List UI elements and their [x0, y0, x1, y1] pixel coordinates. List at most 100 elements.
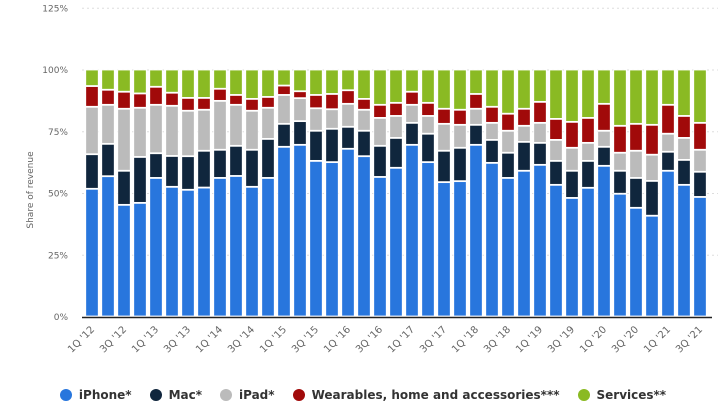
bar-segment-wearables[interactable]: [693, 122, 707, 150]
legend-item[interactable]: iPhone*: [59, 388, 132, 402]
bar-segment-services[interactable]: [357, 69, 371, 99]
bar-segment-services[interactable]: [213, 69, 227, 89]
bar-segment-iphone[interactable]: [693, 197, 707, 317]
bar-segment-services[interactable]: [149, 69, 163, 87]
bar-segment-services[interactable]: [261, 69, 275, 97]
bar-segment-services[interactable]: [549, 69, 563, 119]
bar-segment-ipad[interactable]: [213, 100, 227, 150]
bar-segment-services[interactable]: [101, 69, 115, 90]
bar-segment-services[interactable]: [629, 69, 643, 124]
bar-segment-mac[interactable]: [533, 142, 547, 165]
bar-segment-wearables[interactable]: [261, 97, 275, 108]
bar-segment-iphone[interactable]: [101, 176, 115, 317]
bar-segment-services[interactable]: [533, 69, 547, 102]
bar-segment-iphone[interactable]: [597, 165, 611, 317]
bar-segment-wearables[interactable]: [613, 125, 627, 153]
bar-segment-wearables[interactable]: [357, 98, 371, 110]
bar-segment-ipad[interactable]: [229, 104, 243, 146]
bar-segment-iphone[interactable]: [453, 181, 467, 317]
bar-segment-mac[interactable]: [85, 154, 99, 189]
bar-segment-mac[interactable]: [613, 170, 627, 194]
bar-segment-mac[interactable]: [261, 139, 275, 178]
bar-segment-mac[interactable]: [469, 124, 483, 145]
bar-segment-iphone[interactable]: [437, 182, 451, 317]
bar-segment-ipad[interactable]: [469, 108, 483, 125]
bar-segment-iphone[interactable]: [261, 178, 275, 317]
bar-segment-services[interactable]: [437, 69, 451, 109]
bar-segment-services[interactable]: [117, 69, 131, 92]
bar-segment-wearables[interactable]: [133, 93, 147, 108]
bar-segment-wearables[interactable]: [277, 85, 291, 95]
legend-item[interactable]: Services**: [577, 388, 666, 402]
bar-segment-ipad[interactable]: [485, 122, 499, 140]
bar-segment-ipad[interactable]: [373, 118, 387, 146]
bar-segment-wearables[interactable]: [565, 121, 579, 148]
bar-segment-ipad[interactable]: [421, 116, 435, 134]
bar-segment-iphone[interactable]: [293, 144, 307, 317]
bar-segment-wearables[interactable]: [181, 98, 195, 111]
bar-segment-ipad[interactable]: [309, 108, 323, 131]
bar-segment-services[interactable]: [453, 69, 467, 110]
bar-segment-ipad[interactable]: [325, 109, 339, 129]
bar-segment-iphone[interactable]: [341, 148, 355, 317]
bar-segment-iphone[interactable]: [565, 198, 579, 317]
bar-segment-services[interactable]: [133, 69, 147, 94]
bar-segment-mac[interactable]: [677, 160, 691, 185]
bar-segment-iphone[interactable]: [629, 207, 643, 317]
bar-segment-ipad[interactable]: [677, 138, 691, 160]
bar-segment-mac[interactable]: [581, 160, 595, 188]
bar-segment-iphone[interactable]: [373, 177, 387, 317]
bar-segment-iphone[interactable]: [389, 167, 403, 317]
legend-item[interactable]: Wearables, home and accessories***: [292, 388, 560, 402]
bar-segment-mac[interactable]: [501, 152, 515, 178]
bar-segment-ipad[interactable]: [197, 109, 211, 151]
bar-segment-ipad[interactable]: [645, 154, 659, 181]
bar-segment-ipad[interactable]: [549, 139, 563, 161]
bar-segment-iphone[interactable]: [85, 188, 99, 317]
bar-segment-wearables[interactable]: [517, 108, 531, 126]
bar-segment-services[interactable]: [469, 69, 483, 94]
bar-segment-services[interactable]: [565, 69, 579, 122]
bar-segment-ipad[interactable]: [133, 107, 147, 157]
bar-segment-ipad[interactable]: [117, 108, 131, 171]
bar-segment-wearables[interactable]: [677, 116, 691, 138]
bar-segment-mac[interactable]: [437, 150, 451, 183]
bar-segment-mac[interactable]: [181, 156, 195, 190]
bar-segment-ipad[interactable]: [165, 105, 179, 156]
bar-segment-ipad[interactable]: [261, 107, 275, 139]
bar-segment-ipad[interactable]: [661, 133, 675, 152]
bar-segment-wearables[interactable]: [421, 102, 435, 116]
bar-segment-mac[interactable]: [661, 151, 675, 171]
bar-segment-wearables[interactable]: [661, 104, 675, 134]
bar-segment-mac[interactable]: [117, 170, 131, 205]
bar-segment-iphone[interactable]: [181, 189, 195, 317]
bar-segment-ipad[interactable]: [149, 104, 163, 154]
bar-segment-wearables[interactable]: [485, 106, 499, 123]
bar-segment-wearables[interactable]: [501, 113, 515, 131]
bar-segment-iphone[interactable]: [149, 178, 163, 317]
bar-segment-mac[interactable]: [645, 180, 659, 216]
bar-segment-ipad[interactable]: [629, 150, 643, 178]
bar-segment-iphone[interactable]: [613, 193, 627, 317]
bar-segment-services[interactable]: [517, 69, 531, 109]
bar-segment-iphone[interactable]: [357, 156, 371, 317]
bar-segment-wearables[interactable]: [373, 104, 387, 118]
bar-segment-wearables[interactable]: [437, 108, 451, 124]
bar-segment-services[interactable]: [677, 69, 691, 116]
bar-segment-ipad[interactable]: [693, 149, 707, 172]
bar-segment-services[interactable]: [389, 69, 403, 103]
bar-segment-mac[interactable]: [149, 153, 163, 178]
bar-segment-mac[interactable]: [101, 143, 115, 177]
bar-segment-iphone[interactable]: [325, 162, 339, 317]
bar-segment-mac[interactable]: [565, 170, 579, 198]
bar-segment-ipad[interactable]: [453, 124, 467, 148]
bar-segment-ipad[interactable]: [85, 106, 99, 155]
bar-segment-ipad[interactable]: [533, 122, 547, 143]
bar-segment-wearables[interactable]: [293, 91, 307, 99]
bar-segment-iphone[interactable]: [677, 184, 691, 317]
bar-segment-iphone[interactable]: [645, 215, 659, 317]
bar-segment-ipad[interactable]: [597, 130, 611, 147]
bar-segment-iphone[interactable]: [661, 170, 675, 317]
bar-segment-services[interactable]: [341, 69, 355, 91]
bar-segment-wearables[interactable]: [197, 98, 211, 110]
